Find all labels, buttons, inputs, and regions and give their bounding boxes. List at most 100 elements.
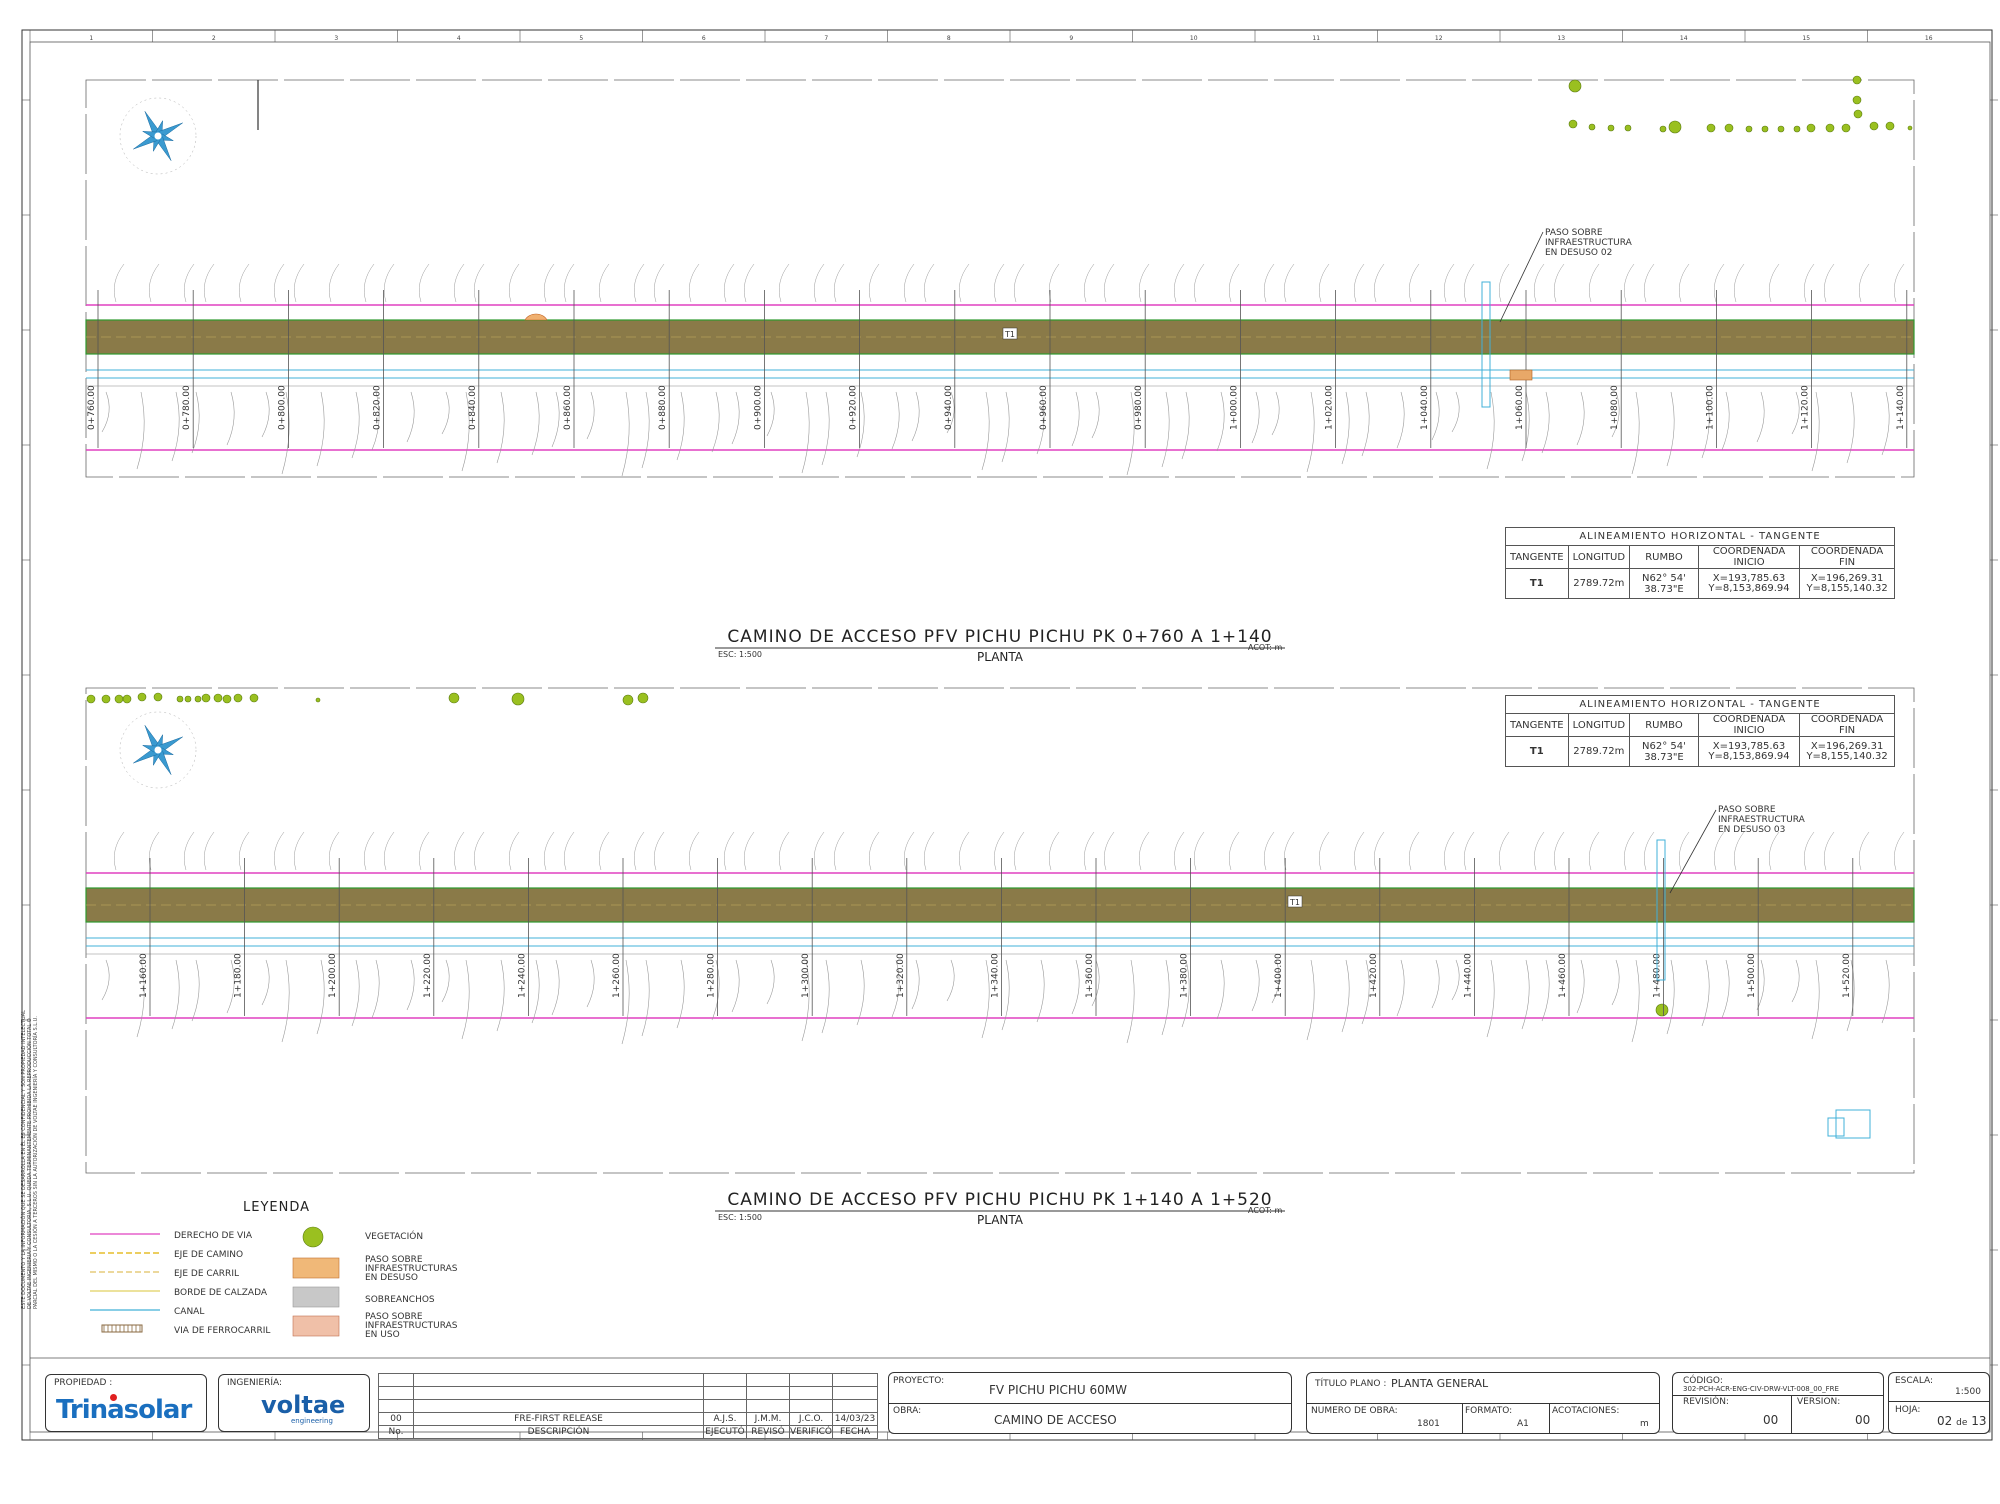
contour-line bbox=[316, 391, 325, 467]
grid-number: 16 bbox=[1925, 35, 1933, 42]
station-label: 1+120.00 bbox=[1801, 385, 1811, 430]
proyecto-label: PROYECTO: bbox=[893, 1376, 945, 1386]
contour-line bbox=[856, 959, 865, 1026]
alignment-table-1: ALINEAMIENTO HORIZONTAL - TANGENTE TANGE… bbox=[1505, 527, 1895, 599]
vegetation-icon bbox=[1745, 125, 1753, 133]
legend: LEYENDA DERECHO DE VIA EJE DE CAMINO EJE… bbox=[80, 1195, 500, 1355]
contour-line bbox=[1756, 959, 1765, 1011]
contour-line bbox=[261, 959, 270, 1006]
plan2-callout-line2: INFRAESTRUCTURA bbox=[1718, 815, 1805, 825]
vegetation-icon bbox=[101, 694, 111, 704]
contour-line bbox=[509, 831, 520, 871]
contour-line bbox=[1126, 391, 1135, 476]
contour-line bbox=[149, 263, 160, 303]
contour-line bbox=[1161, 959, 1170, 1036]
contour-line bbox=[371, 391, 380, 451]
legend-uso-line: EN USO bbox=[365, 1330, 400, 1340]
contour-line bbox=[496, 391, 505, 464]
acotaciones-value: m bbox=[1640, 1419, 1649, 1429]
legend-uso-label: PASO SOBRE INFRAESTRUCTURAS EN USO bbox=[365, 1313, 457, 1340]
contour-line bbox=[1791, 959, 1800, 1003]
plan2-subtitle: PLANTA bbox=[977, 1213, 1023, 1227]
contour-line bbox=[676, 391, 685, 461]
plan2-callout: PASO SOBRE INFRAESTRUCTURA EN DESUSO 03 bbox=[1718, 805, 1805, 835]
legend-uso-line: INFRAESTRUCTURAS bbox=[365, 1321, 458, 1331]
contour-line bbox=[1036, 959, 1045, 1023]
tangent-label: T1 bbox=[1289, 898, 1300, 907]
revision-label: REVISIÓN: bbox=[1683, 1397, 1729, 1407]
contour-line bbox=[544, 263, 555, 303]
contour-line bbox=[364, 831, 375, 871]
structure-outline bbox=[1827, 1117, 1845, 1137]
contour-line bbox=[1036, 391, 1045, 455]
vegetation-icon bbox=[137, 692, 147, 702]
contour-line bbox=[1769, 263, 1780, 303]
numero-obra-label: NUMERO DE OBRA: bbox=[1311, 1406, 1398, 1416]
contour-line bbox=[1284, 263, 1295, 303]
contour-line bbox=[1824, 831, 1835, 871]
contour-line bbox=[191, 959, 200, 1022]
contour-line bbox=[1576, 959, 1585, 1014]
contour-line bbox=[1756, 391, 1765, 443]
contour-line bbox=[509, 263, 520, 303]
contour-line bbox=[239, 831, 250, 871]
vegetation-icon bbox=[1793, 125, 1801, 133]
alignment-title: ALINEAMIENTO HORIZONTAL - TANGENTE bbox=[1505, 695, 1895, 714]
vegetation-icon bbox=[1852, 75, 1862, 85]
station-label: 1+400.00 bbox=[1274, 953, 1284, 998]
contour-line bbox=[1734, 831, 1745, 871]
plan1-subtitle: PLANTA bbox=[977, 650, 1023, 664]
contour-line bbox=[1001, 391, 1010, 463]
contour-line bbox=[1181, 959, 1190, 1028]
rev-header-ejecuto: EJECUTÓ bbox=[703, 1425, 747, 1439]
contour-line bbox=[891, 959, 900, 1018]
contour-line bbox=[1811, 959, 1820, 1040]
plan1-callout-line2: INFRAESTRUCTURA bbox=[1545, 238, 1632, 248]
contour-line bbox=[171, 959, 180, 1030]
contour-line bbox=[1486, 959, 1495, 1038]
station-label: 1+140.00 bbox=[1896, 385, 1906, 430]
contour-line bbox=[1554, 831, 1565, 871]
contour-line bbox=[1194, 263, 1205, 303]
grid-number: 15 bbox=[1802, 35, 1810, 42]
contour-line bbox=[461, 959, 470, 1040]
contour-line bbox=[821, 959, 830, 1034]
contour-line bbox=[891, 391, 900, 450]
contour-line bbox=[904, 831, 915, 871]
station-label: 1+080.00 bbox=[1610, 385, 1620, 430]
contour-line bbox=[1486, 391, 1495, 470]
contour-line bbox=[294, 831, 305, 871]
railway-icon bbox=[101, 1324, 143, 1333]
contour-line bbox=[1701, 391, 1710, 459]
contour-line bbox=[204, 263, 215, 303]
contour-line bbox=[1894, 831, 1905, 871]
contour-line bbox=[1341, 391, 1350, 465]
contour-line bbox=[641, 959, 650, 1037]
inicio-x: X=193,785.63 bbox=[1712, 572, 1786, 584]
contour-line bbox=[911, 959, 920, 1010]
contour-line bbox=[1251, 959, 1260, 1012]
contour-line bbox=[1104, 263, 1115, 303]
contour-line bbox=[1631, 959, 1640, 1043]
contour-line bbox=[1194, 831, 1205, 871]
contour-line bbox=[834, 263, 845, 303]
contour-line bbox=[1451, 959, 1460, 1001]
ingenieria-label: INGENIERÍA: bbox=[227, 1378, 283, 1388]
contour-line bbox=[1374, 831, 1385, 871]
contour-line bbox=[226, 391, 235, 446]
contour-line bbox=[586, 391, 595, 440]
contour-line bbox=[239, 263, 250, 303]
compass-center bbox=[153, 131, 163, 141]
vegetation-icon bbox=[213, 693, 223, 703]
contour-line bbox=[274, 263, 285, 303]
station-label: 1+300.00 bbox=[801, 953, 811, 998]
contour-line bbox=[869, 831, 880, 871]
hoja-number: 02 bbox=[1937, 1414, 1953, 1428]
cell-tangente: T1 bbox=[1505, 568, 1569, 599]
titulo-value: PLANTA GENERAL bbox=[1391, 1377, 1489, 1390]
contour-line bbox=[1361, 959, 1370, 1025]
col-header: RUMBO bbox=[1629, 545, 1699, 569]
contour-line bbox=[1534, 263, 1545, 303]
grid-number: 6 bbox=[702, 35, 706, 42]
contour-line bbox=[1464, 263, 1475, 303]
